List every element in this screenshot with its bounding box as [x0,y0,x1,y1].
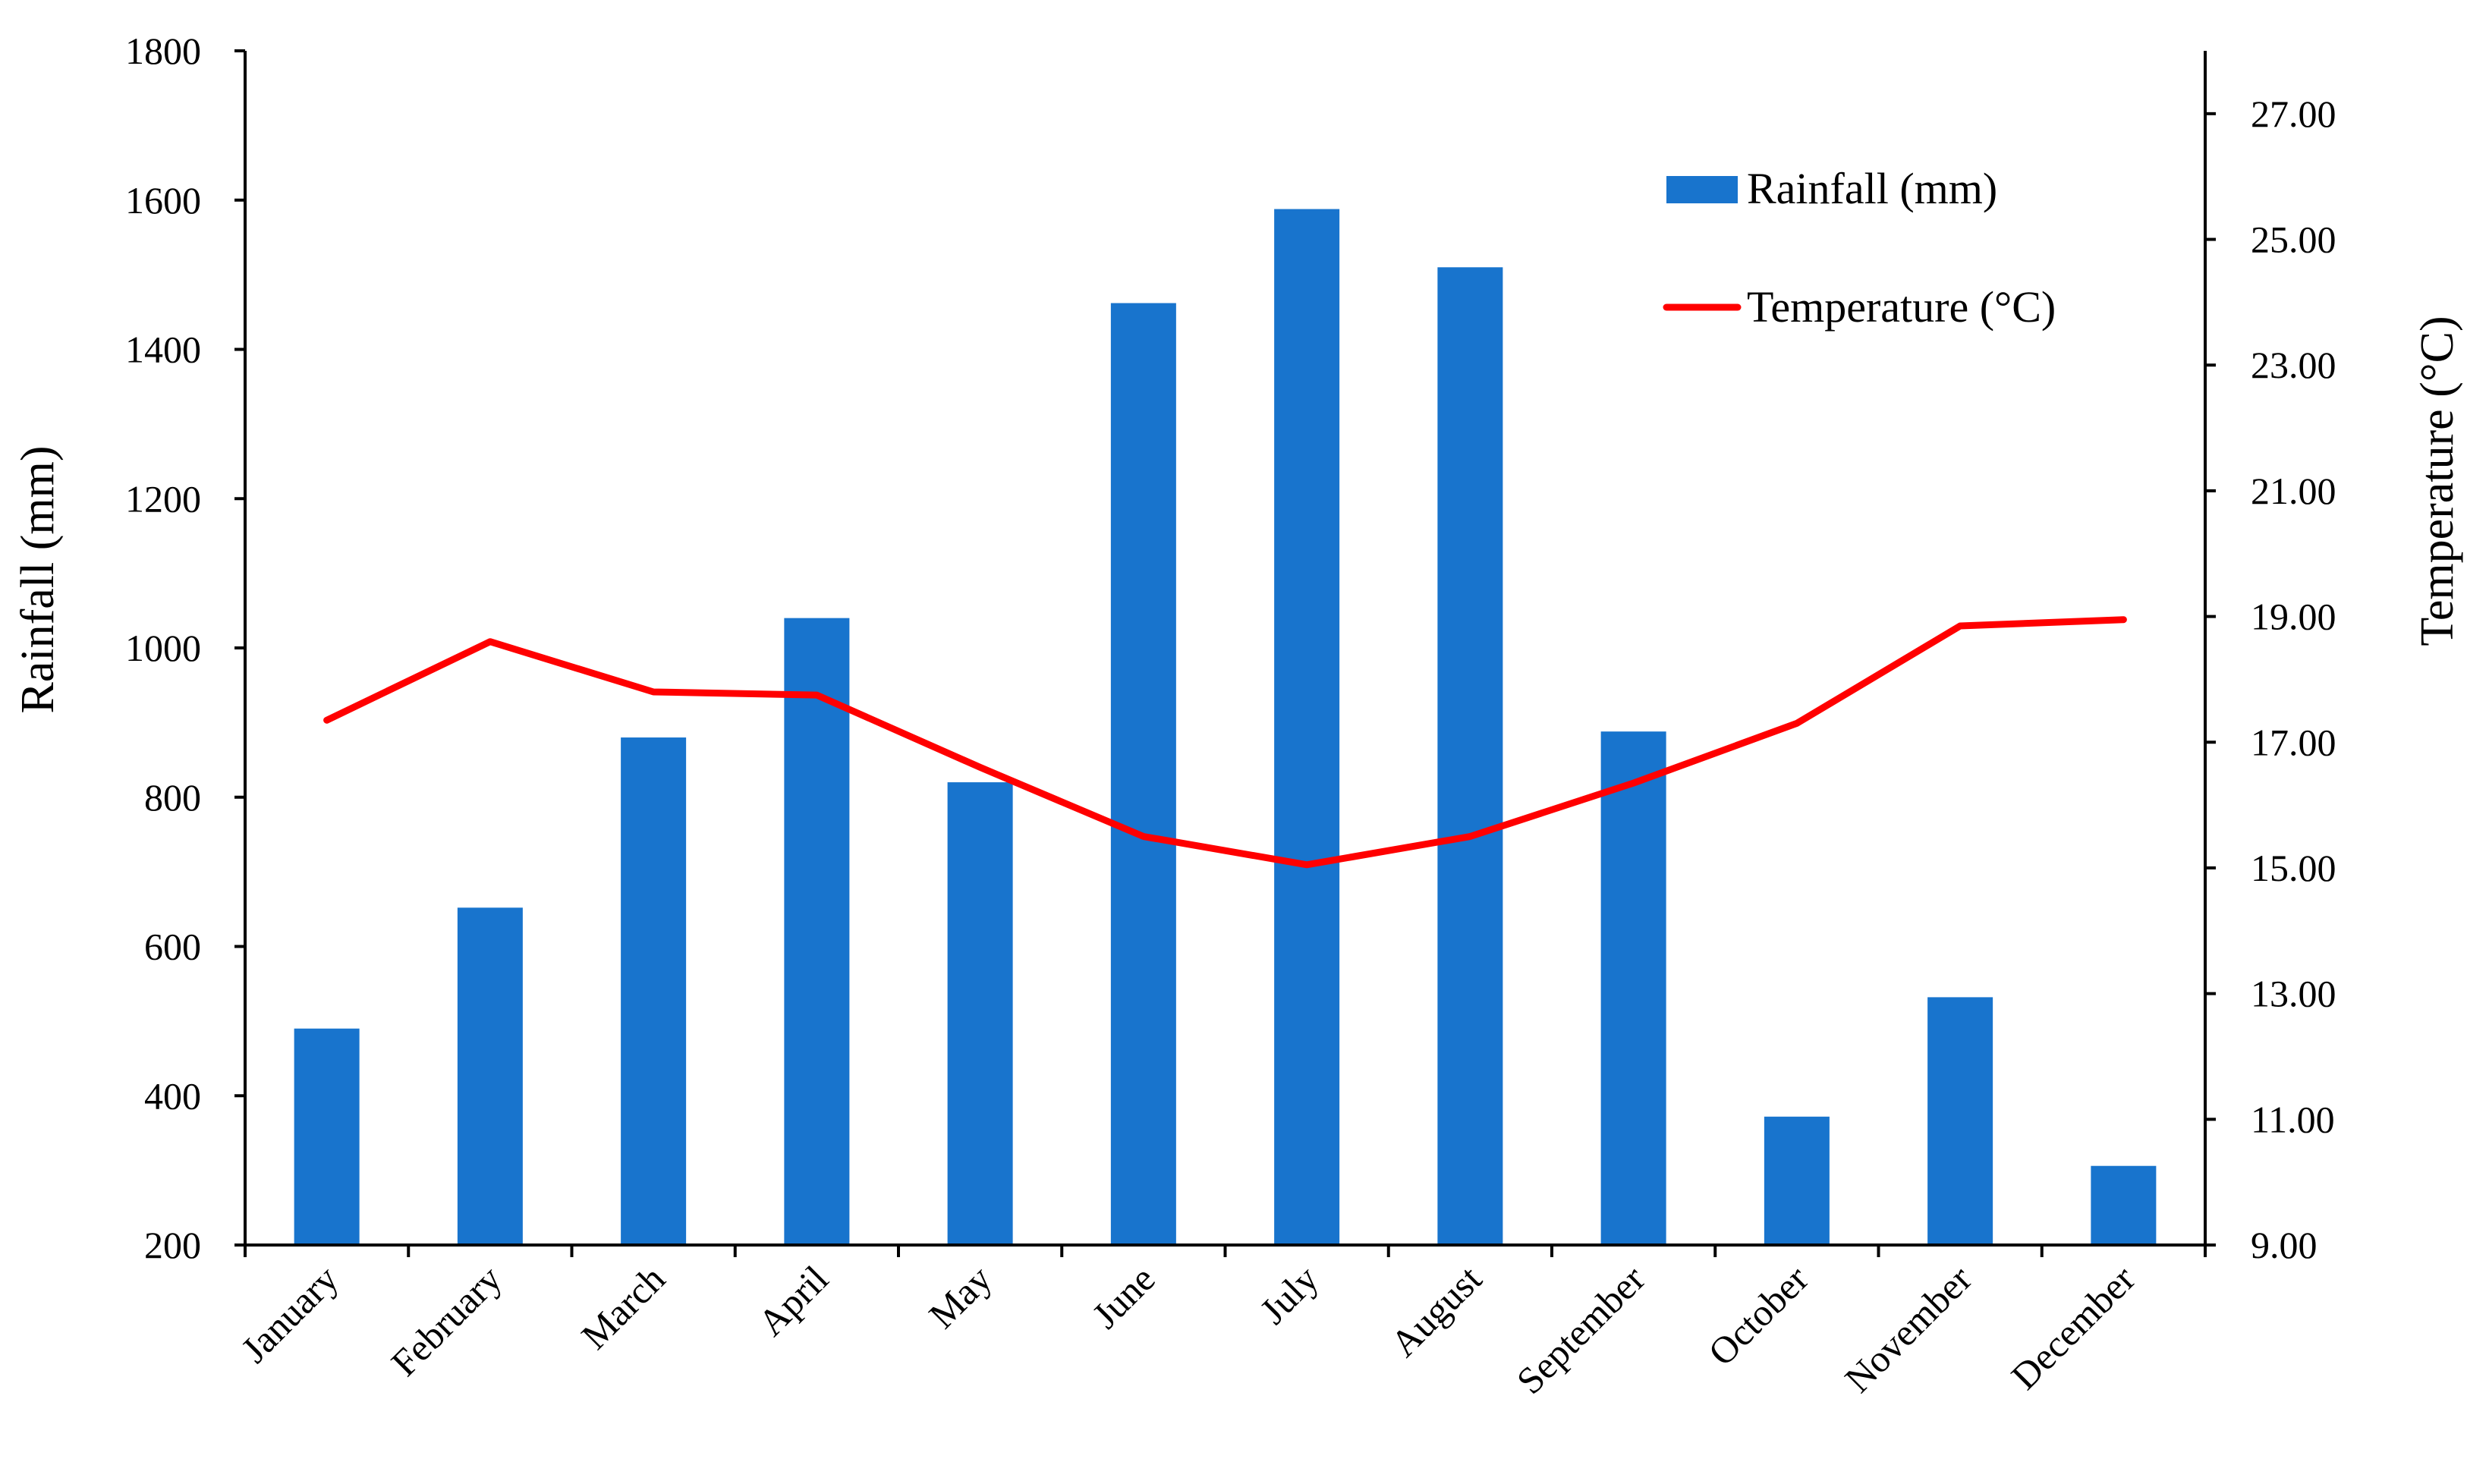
bar-march [621,737,687,1245]
temperature-point-january [326,719,328,722]
bar-february [457,907,523,1245]
bar-august [1437,267,1503,1246]
temperature-point-october [1795,722,1798,725]
right-tick-label: 21.00 [2251,470,2336,512]
left-tick-label: 600 [144,926,201,968]
right-tick-label: 25.00 [2251,219,2336,261]
right-tick-label: 27.00 [2251,93,2336,135]
temperature-point-march [653,690,655,693]
left-tick-label: 1800 [125,30,201,72]
temperature-point-september [1632,782,1635,784]
bar-september [1600,731,1666,1245]
left-tick-label: 1000 [125,627,201,669]
right-tick-label: 17.00 [2251,721,2336,763]
temperature-point-june [1142,835,1144,838]
left-tick-label: 1200 [125,477,201,520]
legend: Rainfall (mm) Temperature (°C) [1663,164,2056,332]
temperature-point-november [1959,625,1962,627]
temperature-point-april [816,694,818,696]
right-tick-label: 23.00 [2251,344,2336,386]
bar-may [947,782,1013,1245]
left-tick-label: 400 [144,1074,201,1117]
legend-label-rainfall: Rainfall (mm) [1747,164,1997,213]
bar-series [294,209,2157,1246]
left-tick-label: 200 [144,1224,201,1266]
left-tick-label: 800 [144,776,201,819]
bar-july [1274,209,1340,1246]
right-tick-label: 11.00 [2251,1098,2335,1140]
legend-bar-swatch [1666,176,1738,203]
right-tick-label: 9.00 [2251,1224,2318,1266]
line-series [323,616,2127,869]
left-axis-title: Rainfall (mm) [12,446,64,714]
temperature-point-december [2122,618,2125,621]
right-tick-label: 15.00 [2251,847,2336,889]
bar-december [2091,1165,2157,1245]
bar-january [294,1028,360,1245]
left-tick-label: 1400 [125,329,201,371]
bar-november [1927,997,1993,1245]
bar-october [1764,1116,1830,1245]
temperature-point-july [1306,863,1308,866]
temperature-point-may [979,766,981,769]
right-tick-label: 19.00 [2251,596,2336,638]
bar-april [784,618,850,1245]
temperature-point-february [489,640,491,643]
temperature-line [323,616,2127,869]
left-tick-label: 1600 [125,179,201,222]
right-tick-label: 13.00 [2251,973,2336,1015]
bar-june [1110,303,1176,1245]
right-axis-title: Temperature (°C) [2412,316,2463,646]
legend-label-temperature: Temperature (°C) [1747,282,2056,332]
temperature-point-august [1469,835,1471,838]
